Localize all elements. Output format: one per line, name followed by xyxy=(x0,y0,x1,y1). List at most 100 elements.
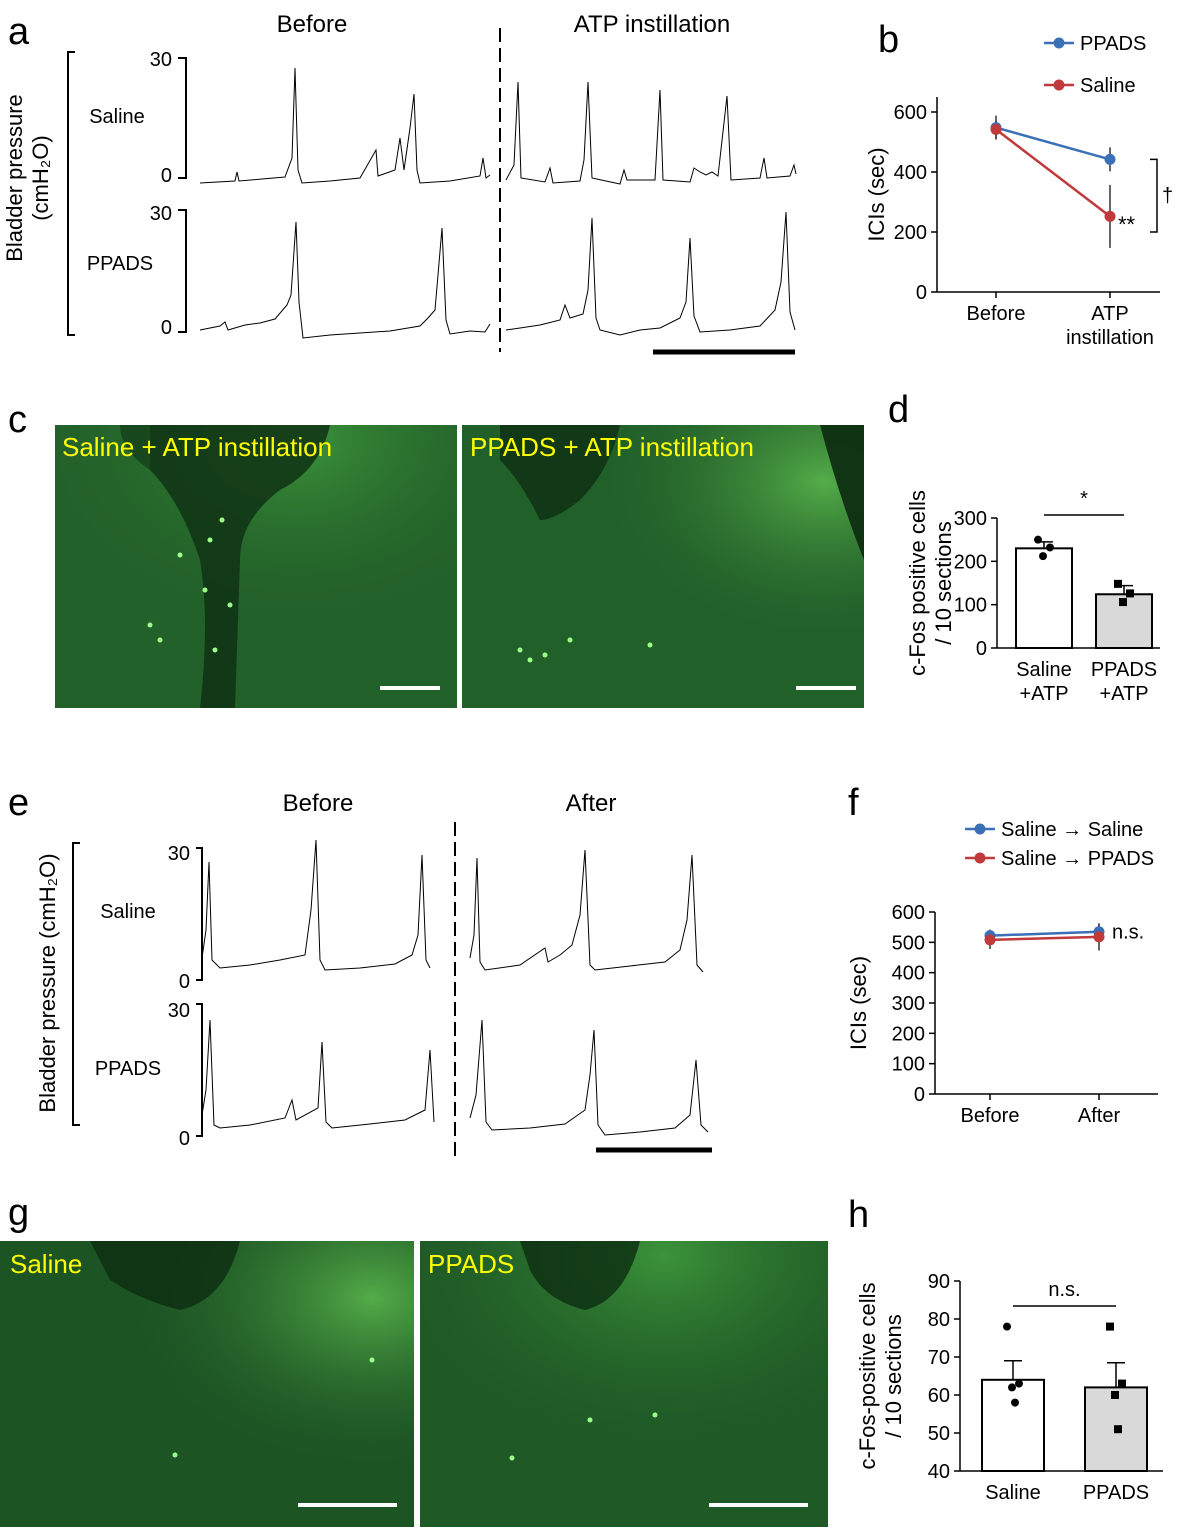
panel-f: f 0 100 200 300 400 500 600 Before After ICIs (se… xyxy=(846,782,1158,1127)
chart-d-bar xyxy=(1015,547,1073,649)
chart-b-point xyxy=(990,123,1002,135)
panel-a-bracket xyxy=(67,51,75,336)
panel-a-tick-0-bottom: 0 xyxy=(161,317,172,339)
chart-h-sig-label: n.s. xyxy=(1048,1279,1080,1301)
chart-f-ns: n.s. xyxy=(1112,922,1144,944)
chart-f-series-line xyxy=(989,935,1100,942)
chart-d-xtick-label: Saline +ATP xyxy=(1016,659,1072,705)
panel-e-col-after: After xyxy=(566,790,617,817)
chart-f-legend-label: Saline → Saline xyxy=(1001,819,1143,841)
chart-h-dot xyxy=(1011,1398,1019,1407)
chart-d-ytick-label: 100 xyxy=(954,595,987,617)
chart-b-legend-marker xyxy=(1053,79,1065,91)
micrograph-c-right: PPADS + ATP instillation xyxy=(462,425,864,708)
chart-f-legend-label: Saline → PPADS xyxy=(1001,848,1154,870)
panel-a-ylabel-unit: (cmH₂O) xyxy=(28,135,53,221)
panel-b-chart: 0 200 400 600 Before ATP instillation ICIs (sec… xyxy=(864,33,1173,349)
panel-e: e Before After Bladder pressure (cmH₂O) … xyxy=(8,782,712,1162)
chart-h-dot xyxy=(1106,1322,1114,1331)
panel-e-tick-0-bottom: 0 xyxy=(179,1128,190,1150)
chart-h-ytick-label: 80 xyxy=(928,1309,950,1331)
chart-h-dot xyxy=(1111,1391,1119,1399)
micrograph-c-left: Saline + ATP instillation xyxy=(55,425,457,708)
panel-a-col-before: Before xyxy=(277,11,348,38)
micrograph-g-left-label: Saline xyxy=(10,1249,82,1279)
chart-b-series-line xyxy=(995,128,1111,218)
panel-e-tick-30-bottom: 30 xyxy=(168,1000,190,1022)
chart-b-stars: ** xyxy=(1118,212,1136,237)
chart-f-series-line xyxy=(989,930,1100,937)
chart-d-ylabel: c-Fos positive cells/ 10 sections xyxy=(905,490,956,676)
chart-b-dagger: † xyxy=(1162,185,1173,207)
chart-f-ytick-label: 300 xyxy=(892,993,925,1015)
chart-b-legend-marker xyxy=(1053,37,1065,49)
panel-f-chart: 0 100 200 300 400 500 600 Before After ICIs (sec)… xyxy=(846,819,1158,1127)
chart-f-point xyxy=(984,934,996,946)
panel-f-letter: f xyxy=(848,782,859,824)
chart-f-ytick-label: 100 xyxy=(892,1054,925,1076)
panel-e-col-before: Before xyxy=(283,790,354,817)
panel-e-letter: e xyxy=(8,782,29,824)
chart-d-dot xyxy=(1034,535,1042,544)
chart-d-dot xyxy=(1119,598,1127,607)
chart-h-bar xyxy=(981,1378,1045,1473)
chart-b-point xyxy=(1104,210,1116,222)
chart-h-dot xyxy=(1003,1322,1011,1331)
chart-b-series-line xyxy=(995,126,1111,161)
chart-b-ytick-label: 200 xyxy=(894,222,927,244)
chart-f-ylabel: ICIs (sec) xyxy=(846,956,871,1050)
micrograph-c-left-label: Saline + ATP instillation xyxy=(62,432,332,462)
chart-d-dot xyxy=(1039,552,1047,561)
panel-a-ylabel: Bladder pressure xyxy=(2,94,27,262)
chart-h-ytick-label: 50 xyxy=(928,1423,950,1445)
chart-f-ytick-label: 500 xyxy=(892,932,925,954)
micrograph-c-right-label: PPADS + ATP instillation xyxy=(470,432,754,462)
chart-d-dot xyxy=(1114,579,1122,588)
panel-a-col-after: ATP instillation xyxy=(574,11,731,38)
panel-g-letter: g xyxy=(8,1192,29,1234)
panel-a-tick-30-bottom: 30 xyxy=(150,203,172,225)
panel-c-letter: c xyxy=(8,399,27,441)
chart-b-legend-label: Saline xyxy=(1080,75,1136,97)
panel-a-row-ppads: PPADS xyxy=(87,253,153,275)
chart-h-ylabel: c-Fos-positive cells/ 10 sections xyxy=(855,1282,906,1469)
panel-d-letter: d xyxy=(888,389,909,431)
chart-h-xtick-label: PPADS xyxy=(1083,1482,1149,1504)
trace-e-ppads-before xyxy=(201,1019,435,1129)
chart-h-dot xyxy=(1015,1379,1023,1388)
panel-a-tick-30-top: 30 xyxy=(150,49,172,71)
panel-a-tick-0-top: 0 xyxy=(161,165,172,187)
panel-a: a Before ATP instillation Bladder pressu… xyxy=(2,11,797,355)
panel-c: c Saline + ATP instillation PPADS + ATP … xyxy=(8,399,864,708)
chart-b-ytick-label: 0 xyxy=(916,282,927,304)
chart-f-point xyxy=(1093,931,1105,943)
panel-e-row-saline: Saline xyxy=(100,901,156,923)
panel-e-row-ppads: PPADS xyxy=(95,1058,161,1080)
chart-h-xtick-label: Saline xyxy=(985,1482,1041,1504)
micrograph-g-right-label: PPADS xyxy=(428,1249,514,1279)
chart-b-point xyxy=(1104,153,1116,165)
chart-h-dot xyxy=(1008,1383,1016,1392)
panel-d: d 0 100 200 300 Saline +ATP PPADS +ATP c-Fos pos… xyxy=(888,389,1160,705)
trace-e-saline-before xyxy=(201,839,431,971)
panel-b-letter: b xyxy=(878,19,899,61)
micrograph-g-left: Saline xyxy=(0,1241,414,1527)
chart-h-dot xyxy=(1118,1379,1126,1388)
chart-h-ytick-label: 70 xyxy=(928,1347,950,1369)
micrograph-g-right: PPADS xyxy=(420,1241,828,1527)
chart-h-ytick-label: 90 xyxy=(928,1271,950,1293)
panel-h-letter: h xyxy=(848,1194,869,1236)
panel-h-chart: 40 50 60 70 80 90 Saline PPADS c-Fos-positive ce… xyxy=(855,1271,1163,1504)
panel-e-bracket xyxy=(72,842,80,1126)
chart-f-xtick-label: After xyxy=(1078,1105,1121,1127)
panel-a-letter: a xyxy=(8,11,30,53)
panel-a-scale-bottom xyxy=(178,209,187,333)
chart-b-xtick-label: Before xyxy=(967,303,1026,325)
panel-a-scale-top xyxy=(178,57,187,179)
trace-a-ppads-before xyxy=(199,221,491,339)
panel-a-row-saline: Saline xyxy=(89,106,145,128)
chart-f-xtick-label: Before xyxy=(961,1105,1020,1127)
chart-f-legend-marker xyxy=(974,823,986,835)
chart-b-ytick-label: 400 xyxy=(894,162,927,184)
